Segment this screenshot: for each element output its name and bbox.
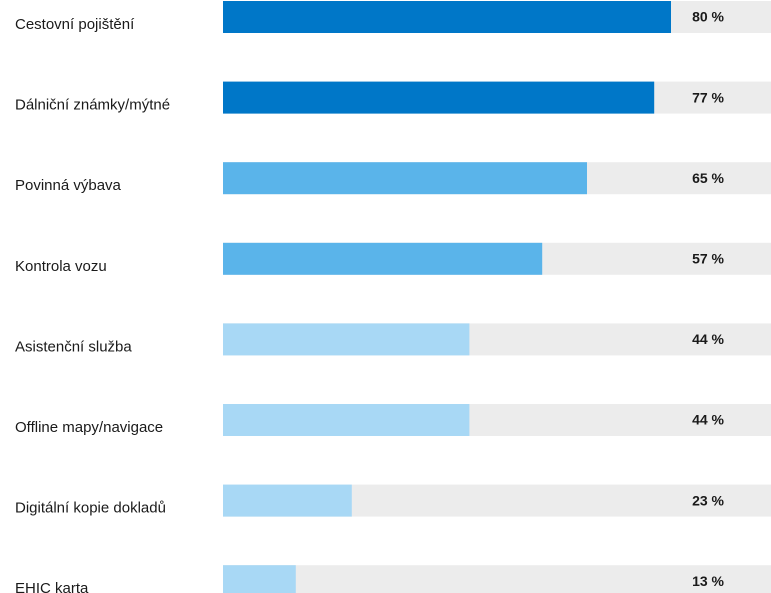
bar (223, 565, 296, 593)
value-label: 23 % (692, 492, 724, 508)
category-label: Offline mapy/navigace (15, 419, 163, 436)
bar (223, 323, 469, 355)
value-label: 13 % (692, 573, 724, 589)
bar (223, 1, 671, 33)
bar (223, 82, 654, 114)
bar (223, 485, 352, 517)
category-label: Dálniční známky/mýtné (15, 97, 170, 114)
bar-track (223, 565, 771, 593)
value-label: 44 % (692, 412, 724, 428)
category-label: Kontrola vozu (15, 258, 107, 275)
category-label: EHIC karta (15, 580, 89, 593)
category-label: Digitální kopie dokladů (15, 500, 166, 517)
value-label: 44 % (692, 331, 724, 347)
bar (223, 162, 587, 194)
category-label: Povinná výbava (15, 177, 122, 194)
category-label: Asistenční služba (15, 338, 132, 355)
value-label: 65 % (692, 170, 724, 186)
value-label: 57 % (692, 251, 724, 267)
bar (223, 404, 469, 436)
chart: Cestovní pojištění 80 % Dálniční známky/mý… (0, 0, 771, 593)
category-label: Cestovní pojištění (15, 16, 135, 33)
value-label: 77 % (692, 89, 724, 105)
value-label: 80 % (692, 9, 724, 25)
bar (223, 243, 542, 275)
